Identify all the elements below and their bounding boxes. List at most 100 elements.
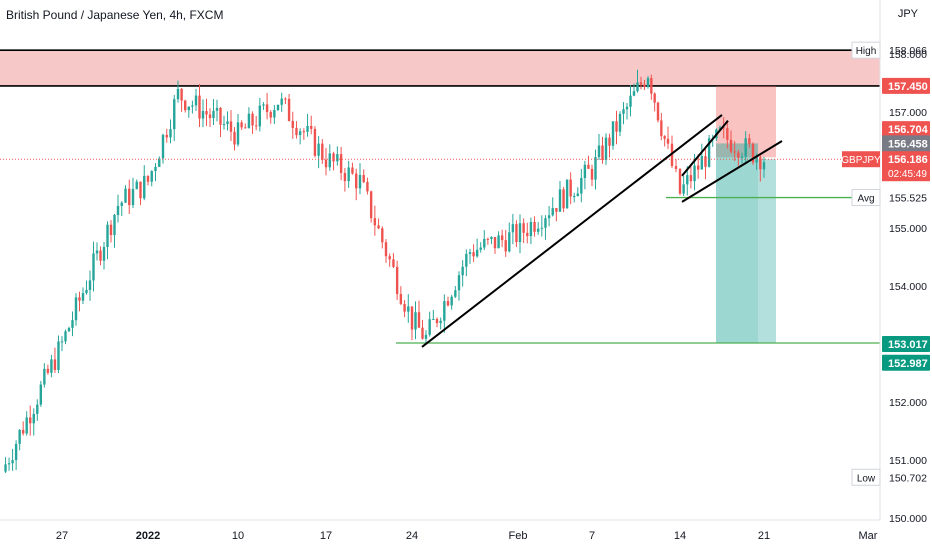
candle-body bbox=[226, 121, 229, 125]
target-price-tag-2-bg bbox=[882, 354, 930, 371]
candle-body bbox=[154, 166, 157, 172]
candle-body bbox=[158, 158, 161, 167]
candle-body bbox=[674, 166, 678, 169]
entry-high-tag: 156.458 bbox=[888, 138, 928, 150]
candle-body bbox=[39, 384, 43, 405]
candle-body bbox=[74, 297, 78, 321]
candle-body bbox=[518, 223, 522, 243]
candle-body bbox=[569, 179, 572, 197]
candle-body bbox=[636, 82, 639, 92]
time-tick-label: 27 bbox=[56, 530, 68, 542]
candle-body bbox=[693, 165, 696, 182]
last-price-tag-bg bbox=[882, 151, 930, 182]
candle-body bbox=[748, 138, 751, 144]
time-tick-label: Feb bbox=[509, 530, 528, 542]
candle-body bbox=[14, 443, 18, 461]
candle-body bbox=[457, 275, 461, 291]
candle-body bbox=[116, 205, 120, 216]
candle-body bbox=[594, 157, 597, 180]
candle-body bbox=[403, 303, 406, 312]
time-tick-label: Mar bbox=[859, 530, 878, 542]
candle-body bbox=[381, 228, 384, 243]
candle-body bbox=[78, 297, 81, 301]
candle-body bbox=[373, 218, 377, 226]
candle-body bbox=[700, 156, 704, 170]
candle-body bbox=[377, 225, 380, 229]
bar-countdown: 02:45:49 bbox=[888, 169, 927, 180]
candle-body bbox=[590, 168, 594, 180]
candle-body bbox=[604, 137, 608, 160]
candle-body bbox=[573, 196, 576, 198]
candle-body bbox=[468, 252, 472, 254]
channel-lower-line[interactable] bbox=[681, 140, 783, 203]
candle-body bbox=[201, 111, 205, 119]
candle-body bbox=[751, 143, 755, 163]
price-tick-label: 152.000 bbox=[889, 397, 927, 409]
price-tick-label: 157.000 bbox=[889, 107, 927, 119]
high-value: 158.066 bbox=[889, 45, 927, 57]
candle-body bbox=[262, 104, 265, 106]
time-tick-label: 24 bbox=[406, 530, 418, 542]
candle-body bbox=[32, 413, 35, 424]
stop-price-tag-bg bbox=[882, 121, 930, 138]
candle-body bbox=[562, 189, 565, 209]
candle-body bbox=[362, 174, 365, 183]
candle-body bbox=[233, 131, 236, 145]
candle-body bbox=[366, 182, 369, 192]
candle-body bbox=[139, 181, 142, 199]
candle-body bbox=[472, 252, 475, 257]
candle-body bbox=[191, 105, 194, 107]
candle-body bbox=[555, 208, 558, 212]
candle-body bbox=[328, 153, 331, 168]
candle-body bbox=[639, 82, 643, 85]
candle-body bbox=[536, 228, 540, 232]
channel-upper-line[interactable] bbox=[681, 120, 729, 177]
candle-body bbox=[511, 224, 515, 233]
candle-body bbox=[417, 312, 421, 328]
candle-body bbox=[229, 121, 233, 132]
candle-body bbox=[173, 99, 176, 130]
candle-body bbox=[622, 109, 625, 114]
time-axis[interactable]: 27 2022 10 17 24 Feb 7 14 21 Mar bbox=[56, 530, 878, 542]
candle-body bbox=[310, 125, 313, 129]
candle-body bbox=[106, 224, 109, 248]
stop-price-tag: 156.704 bbox=[888, 124, 929, 136]
candle-body bbox=[143, 175, 146, 199]
candle-body bbox=[744, 138, 747, 157]
candle-body bbox=[500, 235, 504, 241]
candle-body bbox=[407, 306, 410, 312]
candle-body bbox=[95, 250, 99, 254]
candle-body bbox=[446, 301, 450, 306]
candle-body bbox=[497, 235, 500, 249]
candle-body bbox=[729, 139, 733, 152]
candle-body bbox=[428, 319, 431, 335]
candle-body bbox=[99, 250, 102, 261]
candle-body bbox=[60, 341, 64, 343]
candle-body bbox=[414, 312, 417, 330]
candle-body bbox=[465, 253, 468, 267]
candle-body bbox=[395, 266, 399, 295]
candle-body bbox=[629, 95, 632, 107]
rising-trendline[interactable] bbox=[421, 114, 723, 348]
candle-body bbox=[718, 127, 722, 130]
candle-body bbox=[64, 331, 67, 342]
candle-body bbox=[276, 104, 280, 111]
candle-body bbox=[184, 100, 187, 111]
candle-body bbox=[169, 129, 172, 138]
avg-label: Avg bbox=[857, 194, 874, 205]
candle-body bbox=[663, 136, 666, 139]
target-price-tag-2: 152.987 bbox=[888, 358, 928, 370]
candle-body bbox=[432, 318, 435, 320]
low-label-bg bbox=[851, 468, 881, 486]
take-profit-zone bbox=[716, 143, 758, 344]
candle-body bbox=[208, 114, 212, 119]
candle-body bbox=[515, 224, 518, 243]
candle-body bbox=[43, 368, 46, 385]
candle-body bbox=[493, 237, 497, 249]
candle-body bbox=[198, 95, 201, 119]
price-axis[interactable]: 158.000157.000156.000155.000154.000153.0… bbox=[889, 49, 927, 525]
candle-body bbox=[454, 290, 457, 297]
candle-body bbox=[618, 113, 622, 132]
candle-body bbox=[29, 417, 32, 424]
